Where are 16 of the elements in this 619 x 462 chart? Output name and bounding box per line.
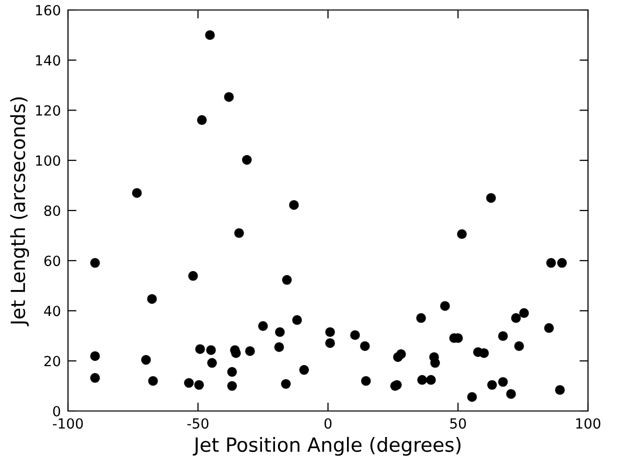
y-tick-label: 120 [36, 105, 60, 116]
x-tick-label: 50 [450, 418, 466, 429]
x-tick-label: -50 [187, 418, 208, 429]
y-tick-label: 80 [44, 205, 60, 216]
y-tick-label: 0 [53, 406, 60, 416]
x-tick-label: 100 [576, 418, 600, 429]
x-tick-label: 0 [324, 418, 332, 429]
x-tick-label: -100 [52, 418, 83, 429]
y-tick-label: 140 [36, 55, 60, 66]
y-tick-label: 100 [36, 155, 60, 166]
y-axis-title: Jet Length (arcseconds) [10, 97, 29, 326]
y-tick-label: 20 [44, 356, 60, 366]
y-tick-label: 60 [44, 256, 60, 266]
x-axis-title: Jet Position Angle (degrees) [192, 436, 460, 456]
y-tick-label: 40 [44, 306, 60, 316]
y-tick-label: 160 [36, 4, 60, 16]
